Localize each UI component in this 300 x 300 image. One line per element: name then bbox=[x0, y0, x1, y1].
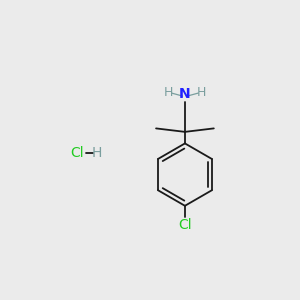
Text: H: H bbox=[196, 86, 206, 99]
Text: N: N bbox=[179, 87, 191, 101]
Text: Cl: Cl bbox=[178, 218, 192, 233]
Text: H: H bbox=[92, 146, 102, 160]
Text: H: H bbox=[164, 86, 173, 99]
Text: Cl: Cl bbox=[71, 146, 84, 160]
